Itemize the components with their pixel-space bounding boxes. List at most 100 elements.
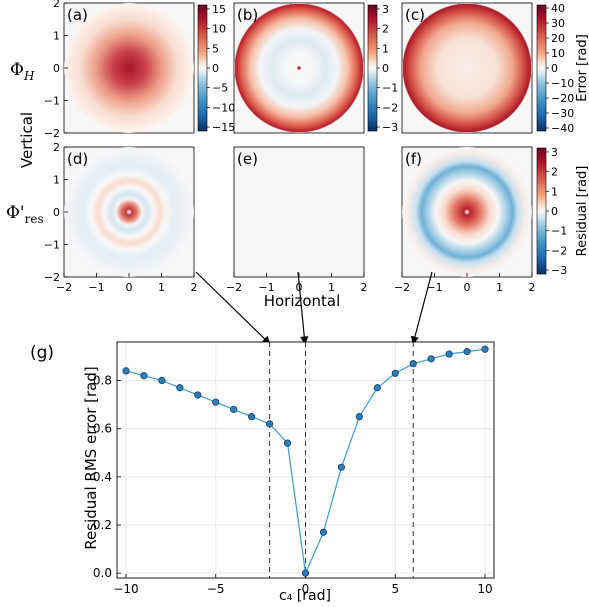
panel-xtick-label: 2 bbox=[361, 281, 368, 294]
y-tick-label: 0.8 bbox=[93, 374, 112, 388]
colorbar-bar bbox=[536, 4, 547, 132]
panel-xtick-label: 1 bbox=[328, 281, 335, 294]
data-point bbox=[283, 439, 292, 447]
colorbar-b: 3 2 1 0 −1 −2 −3 bbox=[367, 3, 398, 134]
x-tick-label: −5 bbox=[207, 582, 225, 596]
colorbar-group: 151050−5−10−153210−1−2−3403020100−10−20−… bbox=[197, 2, 589, 277]
colorbar-bar bbox=[197, 4, 208, 132]
y-tick-label: 0.0 bbox=[93, 566, 112, 580]
panel-xtick-label: 2 bbox=[191, 281, 198, 294]
data-point bbox=[122, 367, 130, 375]
colorbar-tick-label: −3 bbox=[551, 264, 567, 277]
colorbar-tick-label: 0 bbox=[382, 62, 389, 75]
data-point bbox=[481, 345, 489, 353]
panel-label: (e) bbox=[237, 150, 258, 168]
row-label-top: ΦH bbox=[10, 60, 35, 83]
data-point bbox=[265, 420, 274, 428]
data-point bbox=[373, 384, 381, 392]
colorbar-label: Error [rad] bbox=[575, 34, 589, 102]
colorbar-tick-label: 10 bbox=[551, 47, 565, 60]
colorbar-tick-label: −40 bbox=[551, 122, 574, 135]
panel-xtick-label: −1 bbox=[426, 281, 442, 294]
y-tick-label: 0.4 bbox=[93, 470, 112, 484]
y-tick-label: 0.6 bbox=[93, 422, 112, 436]
panel-ytick-label: 1 bbox=[53, 174, 60, 187]
colorbar-tick-label: −5 bbox=[212, 82, 228, 95]
panel-d: (d) −2 −1 0 1 2 −2 −1 0 1 2 bbox=[44, 141, 198, 294]
colorbar-tick-label: −3 bbox=[382, 121, 398, 134]
center-spike bbox=[297, 66, 301, 70]
data-point bbox=[355, 413, 363, 421]
data-point bbox=[445, 350, 453, 358]
panel-frame bbox=[233, 146, 365, 278]
row-label-bottom: Φ'res bbox=[6, 203, 44, 226]
colorbar-tick-label: −2 bbox=[382, 101, 398, 114]
colorbar-tick-label: 15 bbox=[212, 3, 226, 16]
data-point bbox=[463, 348, 471, 356]
panel-field bbox=[64, 147, 194, 277]
panel-ytick-label: −2 bbox=[44, 271, 60, 284]
colorbar-tick-label: −1 bbox=[551, 225, 567, 238]
data-point bbox=[140, 372, 148, 380]
colorbar-tick-label: 10 bbox=[212, 23, 226, 36]
panel-label: (f) bbox=[405, 150, 422, 168]
data-point bbox=[212, 398, 220, 406]
panel-c: (c) bbox=[401, 2, 533, 134]
colorbar-label: Residual [rad] bbox=[575, 166, 589, 257]
panel-xtick-label: 1 bbox=[158, 281, 165, 294]
chart-xlabel: c₄ [rad] bbox=[279, 588, 331, 604]
colorbar-tick-label: 0 bbox=[212, 62, 219, 75]
data-point bbox=[158, 376, 166, 385]
colorbar-tick-label: 5 bbox=[212, 42, 219, 55]
colorbar-tick-label: 3 bbox=[382, 3, 389, 16]
panel-field bbox=[402, 3, 532, 133]
data-point bbox=[230, 405, 238, 414]
x-tick-label: −10 bbox=[113, 582, 138, 596]
colorbar-tick-label: 20 bbox=[551, 32, 565, 45]
colorbar-tick-label: −10 bbox=[212, 101, 235, 114]
colorbar-f: 3 2 1 0 −1 −2 −3 Residual [rad] bbox=[536, 146, 589, 277]
colorbar-bar bbox=[536, 147, 547, 275]
panel-xtick-label: 1 bbox=[496, 281, 503, 294]
colorbar-tick-label: −10 bbox=[551, 77, 574, 90]
colorbar-tick-label: 0 bbox=[551, 205, 558, 218]
x-tick-label: 5 bbox=[391, 582, 399, 596]
colorbar-c: 40 30 20 10 0 −10 −20 −30 −40 Error [rad] bbox=[536, 2, 589, 135]
panel-ytick-label: 1 bbox=[53, 30, 60, 43]
panel-ytick-label: −1 bbox=[44, 239, 60, 252]
arrow-d-to-chart bbox=[195, 271, 271, 345]
colorbar-tick-label: 2 bbox=[551, 166, 558, 179]
colorbar-tick-label: 1 bbox=[551, 185, 558, 198]
rms-chart: −10 −5 0 5 10 0.0 0.2 0.4 0.6 0.8 bbox=[93, 341, 495, 596]
plot-frame bbox=[116, 341, 495, 579]
data-point bbox=[409, 360, 417, 368]
panel-b: (b) bbox=[233, 2, 365, 134]
panel-field bbox=[402, 147, 532, 277]
x-tick-label: 10 bbox=[477, 582, 492, 596]
colorbar-tick-label: −1 bbox=[382, 82, 398, 95]
vertical-axis-label: Vertical bbox=[18, 112, 36, 168]
panel-xtick-label: 0 bbox=[126, 281, 133, 294]
colorbar-tick-label: 3 bbox=[551, 146, 558, 159]
panel-label: (d) bbox=[67, 150, 88, 168]
data-point bbox=[337, 463, 346, 471]
chart-ylabel: Residual RMS error [rad] bbox=[82, 366, 100, 549]
data-point bbox=[319, 528, 328, 536]
colorbar-bar bbox=[367, 4, 378, 132]
panel-xtick-label: 0 bbox=[464, 281, 471, 294]
panel-xtick-label: −1 bbox=[258, 281, 274, 294]
colorbar-tick-label: 2 bbox=[382, 23, 389, 36]
panel-ytick-label: 2 bbox=[53, 141, 60, 154]
colorbar-a: 15 10 5 0 −5 −10 −15 bbox=[197, 3, 235, 134]
x-tick-label: 0 bbox=[302, 582, 310, 596]
panel-ytick-label: 0 bbox=[53, 206, 60, 219]
panel-f: (f) −2 −1 0 1 2 bbox=[394, 146, 536, 294]
panel-xtick-label: −1 bbox=[88, 281, 104, 294]
data-point bbox=[248, 413, 256, 421]
colorbar-tick-label: 0 bbox=[551, 62, 558, 75]
data-point bbox=[176, 384, 184, 392]
panel-ytick-label: 0 bbox=[53, 62, 60, 75]
panel-label: (a) bbox=[67, 6, 88, 24]
data-point bbox=[427, 355, 435, 363]
